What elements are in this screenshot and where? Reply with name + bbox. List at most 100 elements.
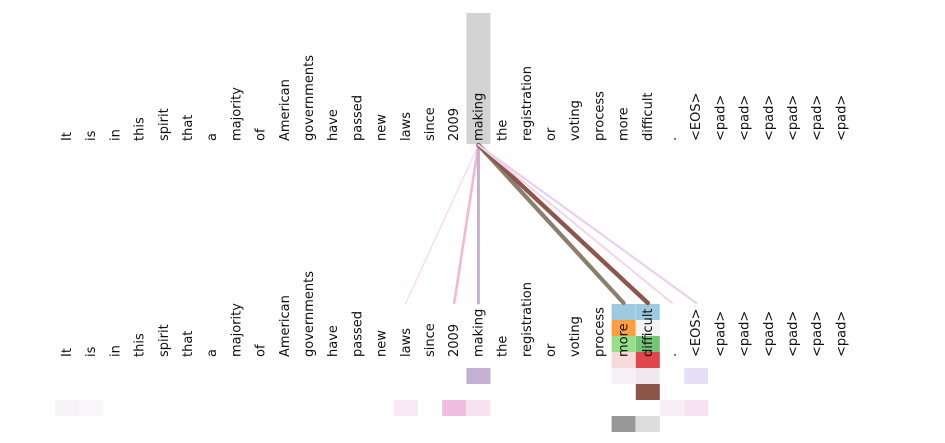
heatmap-cell [466,368,491,384]
heatmap-cell [79,400,104,416]
target-token-label: <pad> [713,311,728,357]
heatmap-cell [660,400,684,416]
heatmap-cell [635,416,660,432]
target-token-label: laws [399,328,414,357]
target-token-label: governments [302,271,317,357]
source-token-label[interactable]: spirit [157,108,172,141]
source-token-label[interactable]: <pad> [786,95,801,141]
target-token-label: majority [229,303,244,357]
attention-edge [477,143,698,305]
heatmap-cell [393,400,418,416]
attention-edge [477,144,673,304]
source-token-label[interactable]: more [617,107,632,141]
heatmap-cell [611,304,636,320]
source-token-label[interactable]: laws [399,112,414,141]
source-token-label[interactable]: majority [229,87,244,141]
heatmap-cell [684,400,709,416]
target-token-label: of [254,344,269,357]
attention-edge [476,142,650,306]
heatmap-cell [611,336,636,352]
source-token-label[interactable]: process [592,91,607,141]
target-token-row: It is in this spirit that a majority of American g… [60,271,849,357]
attention-heatmap-cells [55,304,709,432]
target-token-label: It [60,348,75,357]
target-token-label: difficult [641,308,656,357]
target-token-label: making [471,309,486,357]
target-token-label: this [133,333,148,357]
target-token-label: process [592,307,607,357]
heatmap-cell [442,400,467,416]
source-token-label[interactable]: of [254,128,269,141]
target-token-label: passed [350,311,365,357]
target-token-label: <pad> [738,311,753,357]
source-token-label[interactable]: voting [568,100,583,141]
target-token-label: since [423,323,438,357]
attention-edge [405,144,480,304]
selected-token-highlight [466,13,491,144]
source-token-label[interactable]: in [108,129,123,141]
attention-edge [452,143,480,305]
target-token-label: the [496,336,511,357]
source-token-row: It is in this spirit that a majority of American g… [60,55,849,141]
target-token-label: have [326,325,341,357]
source-token-label[interactable]: passed [350,95,365,141]
heatmap-cell [611,320,636,336]
target-token-label: is [84,346,99,357]
source-token-label[interactable]: <pad> [810,95,825,141]
target-token-label: <pad> [762,311,777,357]
source-token-label[interactable]: 2009 [447,108,462,141]
target-token-label: 2009 [447,324,462,357]
source-token-label[interactable]: the [496,120,511,141]
target-token-label: registration [520,282,535,357]
source-token-label[interactable]: <pad> [738,95,753,141]
source-token-label[interactable]: making [471,93,486,141]
attention-edges [405,142,698,306]
target-token-label: or [544,343,559,357]
source-token-label[interactable]: registration [520,66,535,141]
target-token-label: <pad> [810,311,825,357]
heatmap-cell [611,416,636,432]
heatmap-cell [635,352,660,368]
source-token-label[interactable]: new [375,114,390,141]
heatmap-cell [466,400,491,416]
heatmap-cell [635,304,660,320]
target-token-label: <pad> [786,311,801,357]
source-token-label[interactable]: American [278,79,293,141]
source-token-label[interactable]: governments [302,55,317,141]
target-token-label: a [205,349,220,357]
target-token-label: American [278,295,293,357]
source-token-label[interactable]: It [60,132,75,141]
heatmap-cell [635,336,660,352]
target-token-label: spirit [157,324,172,357]
heatmap-cell [55,400,79,416]
heatmap-cell [684,368,709,384]
heatmap-cell [611,368,636,384]
source-token-label[interactable]: this [133,117,148,141]
attention-edge [476,142,626,306]
source-token-label[interactable]: <pad> [762,95,777,141]
target-token-label: in [108,345,123,357]
target-token-label: new [375,330,390,357]
source-token-label[interactable]: difficult [641,92,656,141]
target-token-label: more [617,323,632,357]
source-token-label[interactable]: . [665,137,680,141]
source-token-label[interactable]: <pad> [834,95,849,141]
target-token-label: <pad> [834,311,849,357]
target-token-label: voting [568,316,583,357]
source-token-label[interactable]: a [205,133,220,141]
target-token-label: . [665,353,680,357]
source-token-label[interactable]: <pad> [713,95,728,141]
heatmap-cell [611,352,636,368]
source-token-label[interactable]: that [181,115,196,141]
heatmap-cell [635,320,660,336]
heatmap-cell [635,368,660,384]
selected-token-highlight-layer [466,13,491,144]
source-token-label[interactable]: is [84,130,99,141]
source-token-label[interactable]: have [326,109,341,141]
target-token-label: that [181,331,196,357]
source-token-label[interactable]: <EOS> [689,93,704,141]
source-token-label[interactable]: since [423,107,438,141]
target-token-label: <EOS> [689,309,704,357]
source-token-label[interactable]: or [544,127,559,141]
